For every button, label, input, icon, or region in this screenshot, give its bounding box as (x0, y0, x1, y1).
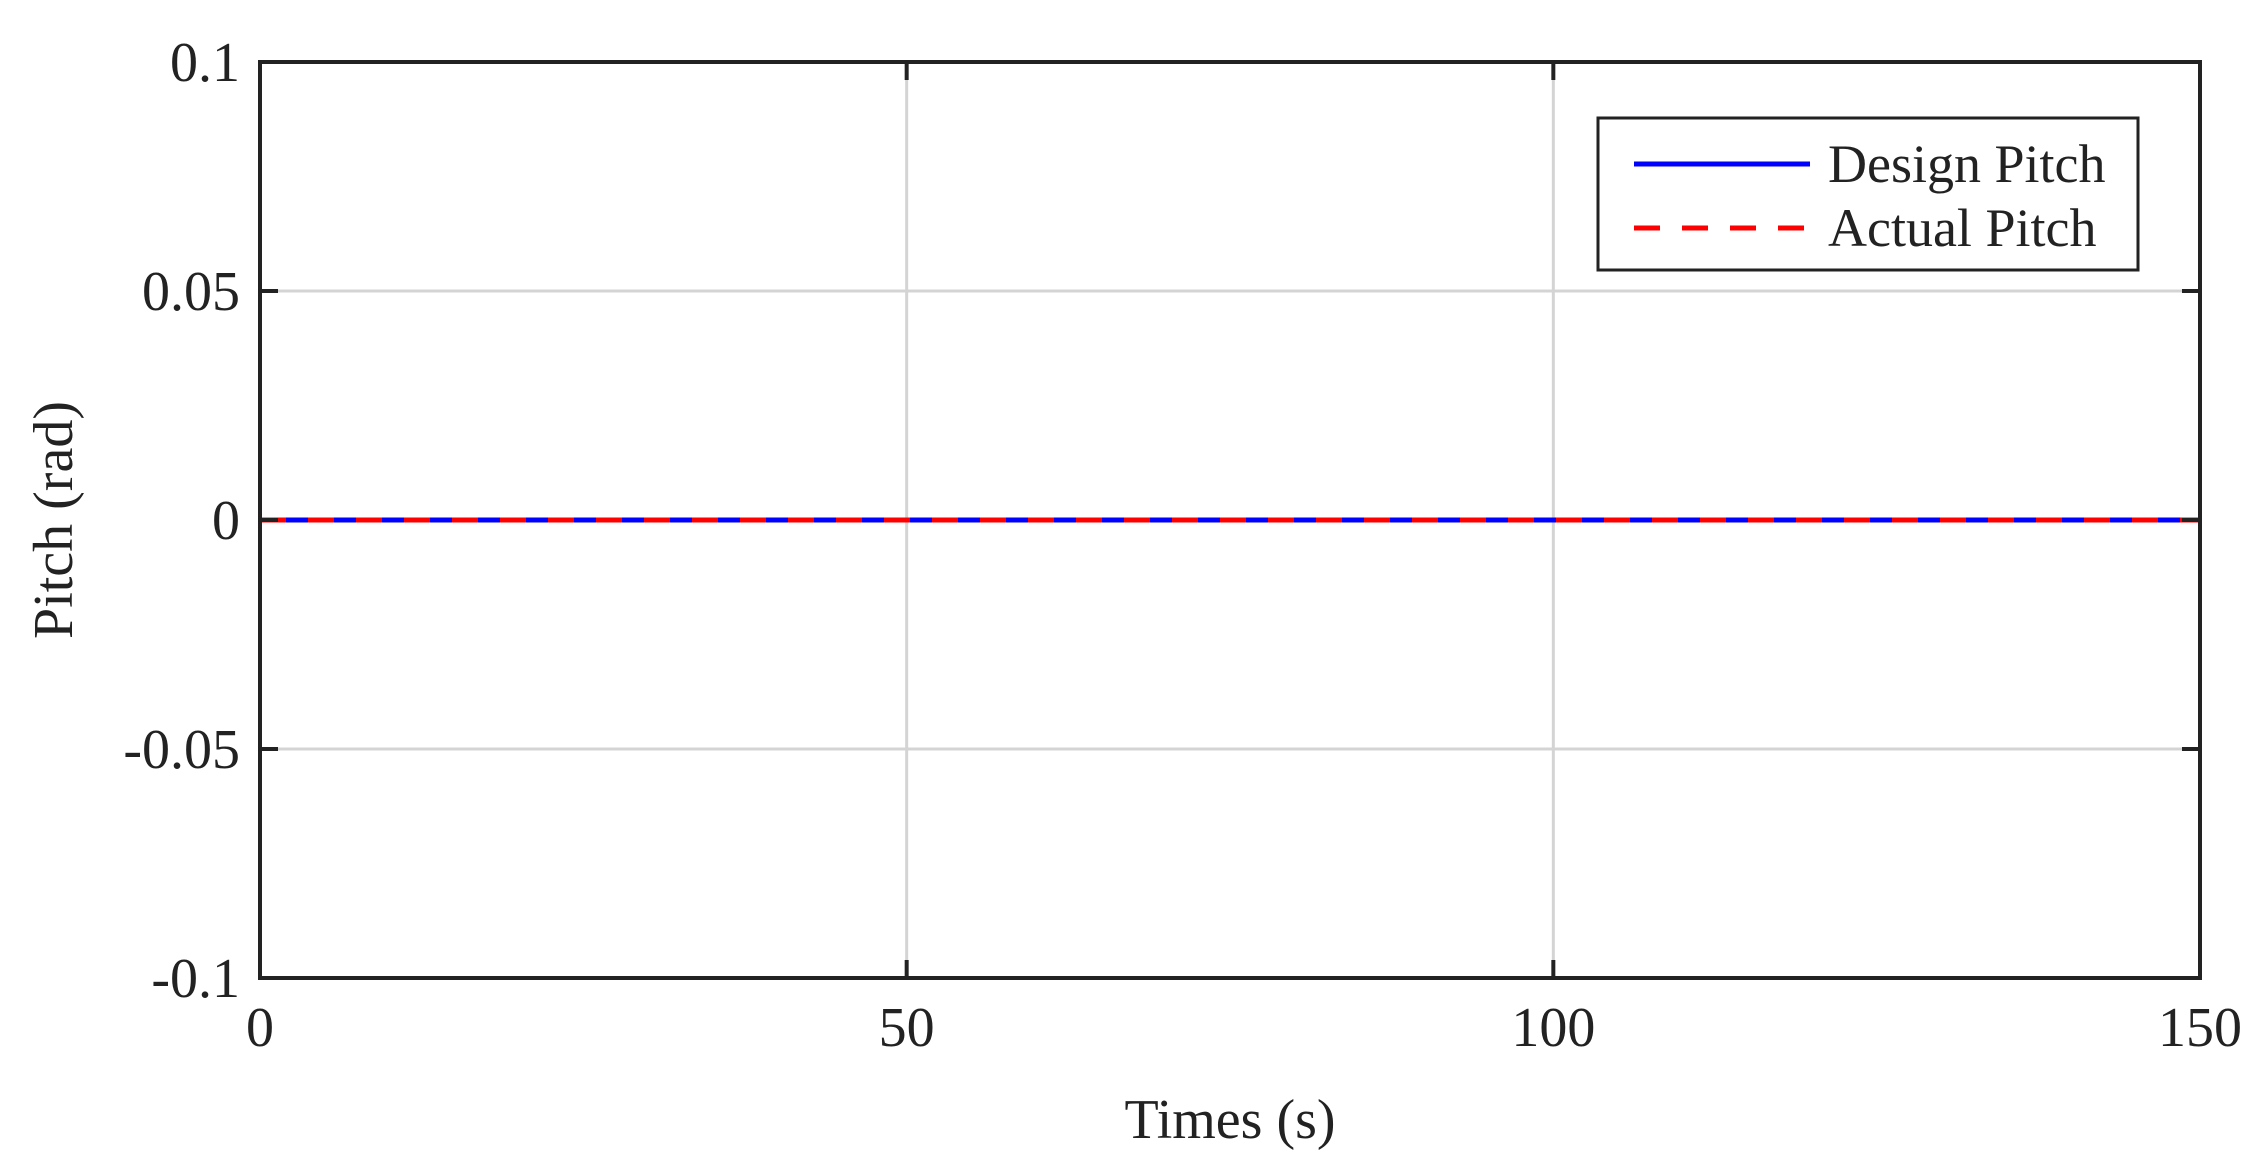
legend-label-design-pitch: Design Pitch (1828, 134, 2106, 194)
legend-label-actual-pitch: Actual Pitch (1828, 198, 2096, 258)
y-tick-label: 0.05 (142, 261, 240, 323)
x-tick-label: 150 (2158, 997, 2242, 1059)
x-tick-label: 50 (879, 997, 935, 1059)
y-tick-label: 0.1 (170, 32, 240, 94)
y-tick-label: -0.05 (123, 719, 240, 781)
y-tick-label: -0.1 (151, 948, 240, 1010)
x-tick-label: 0 (246, 997, 274, 1059)
y-tick-label: 0 (212, 490, 240, 552)
legend: Design Pitch Actual Pitch (1596, 116, 2140, 272)
x-axis-label: Times (s) (1124, 1089, 1335, 1151)
axis-ticks (258, 60, 2202, 980)
y-axis-label: Pitch (rad) (23, 401, 85, 639)
x-tick-label: 100 (1511, 997, 1595, 1059)
tick-labels: 0 50 100 150 -0.1 -0.05 0 0.05 0.1 (123, 32, 2242, 1059)
legend-box (1596, 116, 2140, 272)
